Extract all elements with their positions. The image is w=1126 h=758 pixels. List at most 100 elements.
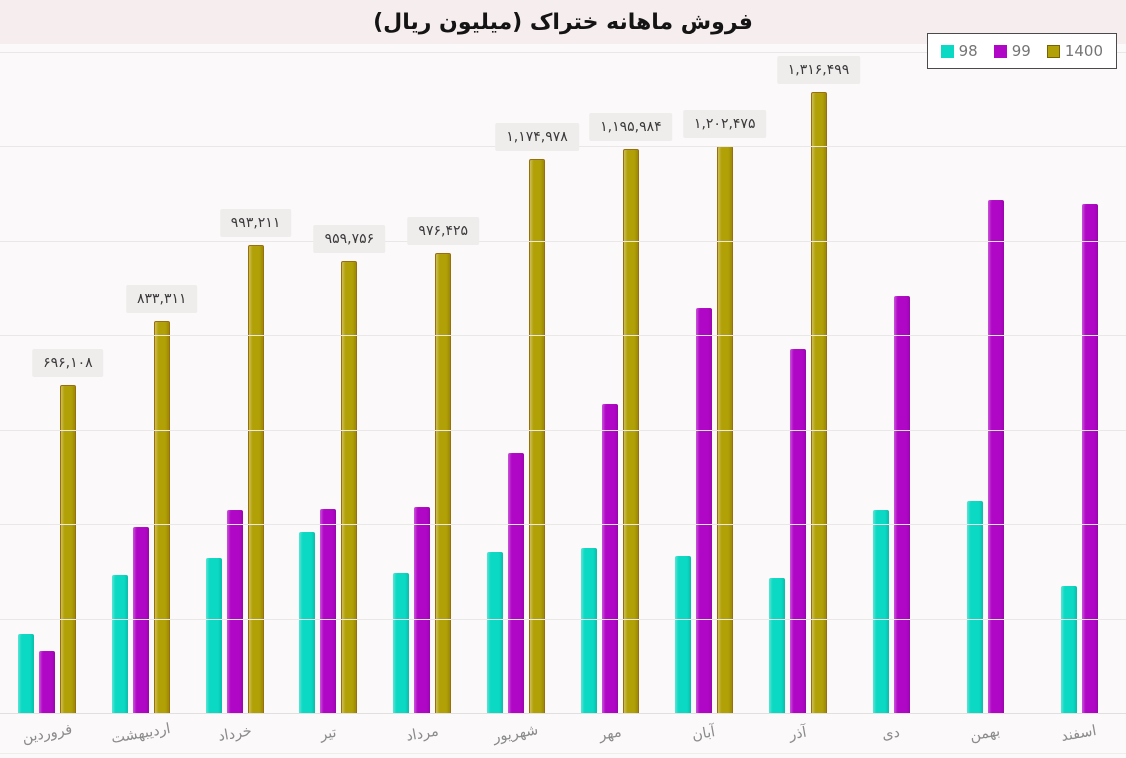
bar-98-4[interactable] [299,532,316,714]
x-axis-cell-12: اسفند [1032,714,1126,753]
bar-1400-3[interactable]: ۹۹۳,۲۱۱ [219,209,292,714]
legend-item-98[interactable]: 98 [940,42,978,60]
plot-area: ۶۹۶,۱۰۸ ۸۳۳,۳۱۱ ۹۹۳,۲۱۱ ۹۵۹,۷۵۶ ۹۷۶,۴۲۵ ۱,۱۷۴… [0,44,1126,714]
gridline [0,335,1126,337]
bar-value-label-7: ۱,۱۹۵,۹۸۴ [589,113,673,141]
x-axis-label-1: فروردین [20,721,74,746]
gridline [0,240,1126,242]
bar-98-6[interactable] [487,552,504,714]
x-axis-label-10: دی [881,724,902,743]
bar-98-3[interactable] [205,558,222,714]
bar-group-6: ۱,۱۷۴,۹۷۸ [469,44,579,714]
x-axis-label-11: بهمن [968,723,1002,744]
x-axis-label-8: آبان [690,723,717,744]
bar-group-10 [844,44,938,714]
bar-98-8[interactable] [674,556,691,714]
gridline [0,52,1126,53]
bar-99-5[interactable] [414,507,431,714]
bar-value-label-4: ۹۵۹,۷۵۶ [313,225,386,253]
bar-1400-1[interactable]: ۶۹۶,۱۰۸ [32,349,104,714]
x-axis-cell-7: مهر [563,714,657,753]
bar-99-9[interactable] [789,349,806,714]
bar-98-11[interactable] [966,501,983,714]
legend-label-1400: 1400 [1064,42,1103,60]
bar-value-label-6: ۱,۱۷۴,۹۷۸ [495,123,579,151]
bar-99-3[interactable] [226,510,243,714]
gridline [0,524,1126,526]
bar-value-label-5: ۹۷۶,۴۲۵ [407,217,480,245]
bar-group-2: ۸۳۳,۳۱۱ [94,44,198,714]
bar-98-7[interactable] [580,548,597,714]
chart-title: فروش ماهانه ختراک (میلیون ریال) [373,9,753,35]
bar-group-7: ۱,۱۹۵,۹۸۴ [563,44,673,714]
x-axis-cell-3: خرداد [188,714,282,753]
gridline-baseline [0,713,1126,714]
bar-groups: ۶۹۶,۱۰۸ ۸۳۳,۳۱۱ ۹۹۳,۲۱۱ ۹۵۹,۷۵۶ ۹۷۶,۴۲۵ ۱,۱۷۴… [0,44,1126,714]
bar-group-8: ۱,۲۰۲,۴۷۵ [657,44,767,714]
x-axis-cell-11: بهمن [938,714,1032,753]
bar-1400-9[interactable]: ۱,۳۱۶,۴۹۹ [776,56,861,714]
bar-98-12[interactable] [1060,586,1077,714]
x-axis-cell-1: فروردین [0,714,94,753]
bar-98-10[interactable] [872,510,889,714]
legend-swatch-98-icon [940,44,954,58]
x-axis-label-9: آذر [787,724,808,743]
bar-value-label-3: ۹۹۳,۲۱۱ [219,209,292,237]
x-axis: فروردین اردیبهشت خرداد تیر مرداد شهریور مهر آبا… [0,714,1126,754]
bar-1400-6[interactable]: ۱,۱۷۴,۹۷۸ [495,123,579,714]
bar-98-5[interactable] [393,573,410,714]
legend-label-98: 98 [958,42,978,60]
x-axis-label-2: اردیبهشت [109,720,172,747]
bar-1400-4[interactable]: ۹۵۹,۷۵۶ [313,225,386,714]
gridline [0,429,1126,431]
bar-value-label-2: ۸۳۳,۳۱۱ [125,285,198,313]
x-axis-cell-4: تیر [281,714,375,753]
legend: 98 99 1400 [926,33,1117,69]
bar-99-7[interactable] [601,404,618,714]
x-axis-cell-2: اردیبهشت [94,714,188,753]
title-band: فروش ماهانه ختراک (میلیون ریال) [0,0,1126,44]
x-axis-cell-6: شهریور [469,714,563,753]
bar-98-2[interactable] [111,575,128,714]
x-axis-label-5: مرداد [404,722,440,745]
bar-group-11 [938,44,1032,714]
bar-1400-5[interactable]: ۹۷۶,۴۲۵ [407,217,480,714]
bar-group-9: ۱,۳۱۶,۴۹۹ [751,44,861,714]
x-axis-cell-8: آبان [657,714,751,753]
bar-99-6[interactable] [508,453,525,714]
bar-group-12 [1032,44,1126,714]
bar-group-1: ۶۹۶,۱۰۸ [0,44,104,714]
bar-98-1[interactable] [17,634,34,714]
bar-value-label-8: ۱,۲۰۲,۴۷۵ [682,110,767,138]
legend-item-1400[interactable]: 1400 [1046,42,1103,60]
bar-99-10[interactable] [893,296,910,714]
x-axis-cell-5: مرداد [375,714,469,753]
bar-99-12[interactable] [1081,204,1098,714]
x-axis-label-12: اسفند [1060,722,1098,745]
bar-group-3: ۹۹۳,۲۱۱ [188,44,292,714]
bar-99-8[interactable] [695,308,712,714]
bar-value-label-9: ۱,۳۱۶,۴۹۹ [776,56,861,84]
bar-99-2[interactable] [132,527,149,714]
bar-98-9[interactable] [768,578,785,714]
bar-value-label-1: ۶۹۶,۱۰۸ [32,349,104,377]
legend-label-99: 99 [1011,42,1031,60]
x-axis-label-4: تیر [318,724,338,743]
x-axis-label-6: شهریور [492,721,540,746]
bar-group-5: ۹۷۶,۴۲۵ [375,44,480,714]
x-axis-cell-10: دی [844,714,938,753]
bar-group-4: ۹۵۹,۷۵۶ [281,44,386,714]
x-axis-cell-9: آذر [751,714,845,753]
bar-99-4[interactable] [320,509,337,714]
legend-item-99[interactable]: 99 [993,42,1031,60]
bar-99-1[interactable] [38,651,55,714]
bar-1400-7[interactable]: ۱,۱۹۵,۹۸۴ [589,113,673,714]
legend-swatch-99-icon [993,44,1007,58]
bar-1400-2[interactable]: ۸۳۳,۳۱۱ [125,285,198,714]
legend-swatch-1400-icon [1046,44,1060,58]
bar-99-11[interactable] [987,200,1004,714]
gridline [0,618,1126,620]
x-axis-label-7: مهر [597,723,623,744]
x-axis-label-3: خرداد [216,722,253,745]
